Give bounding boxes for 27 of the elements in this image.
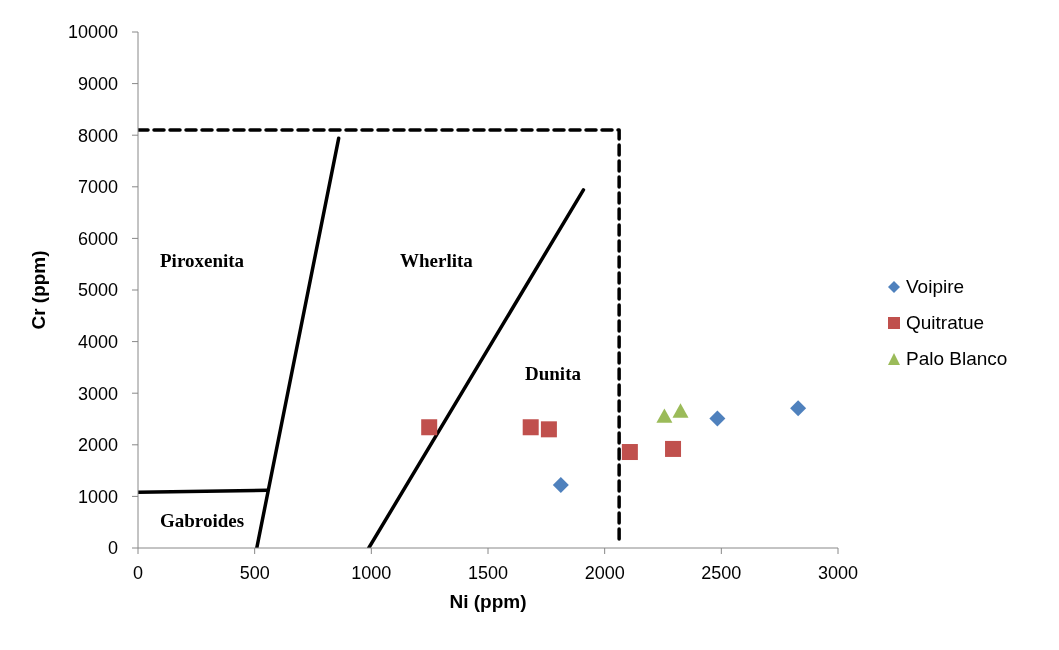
y-tick-label: 5000 xyxy=(77,280,118,301)
legend-label: Voipire xyxy=(906,276,965,298)
x-axis-title: Ni (ppm) xyxy=(449,591,527,612)
y-tick-label: 0 xyxy=(107,538,118,559)
y-tick-label: 1000 xyxy=(77,486,118,507)
y-tick-label: 6000 xyxy=(77,228,118,249)
y-tick-label: 9000 xyxy=(77,73,118,94)
legend-label: Palo Blanco xyxy=(906,348,1008,370)
y-tick-label: 4000 xyxy=(77,331,118,352)
y-tick-label: 2000 xyxy=(77,435,118,456)
x-tick-label: 2500 xyxy=(701,562,742,583)
y-tick-label: 8000 xyxy=(77,125,118,146)
y-tick-label: 3000 xyxy=(77,383,118,404)
y-tick-label: 10000 xyxy=(67,22,118,43)
annotation: Dunita xyxy=(525,363,581,385)
x-tick-label: 3000 xyxy=(817,562,859,583)
x-tick-label: 2000 xyxy=(584,562,625,583)
annotation: Gabroides xyxy=(160,510,245,532)
annotation: Piroxenita xyxy=(160,250,245,272)
y-axis-title: Cr (ppm) xyxy=(27,250,49,330)
y-tick-label: 7000 xyxy=(77,177,118,198)
legend-label: Quitratue xyxy=(906,312,985,334)
x-tick-label: 1500 xyxy=(467,562,509,583)
annotation: Wherlita xyxy=(400,250,473,272)
x-tick-label: 1000 xyxy=(351,562,392,583)
x-tick-label: 500 xyxy=(239,562,270,583)
x-tick-label: 0 xyxy=(132,562,144,583)
